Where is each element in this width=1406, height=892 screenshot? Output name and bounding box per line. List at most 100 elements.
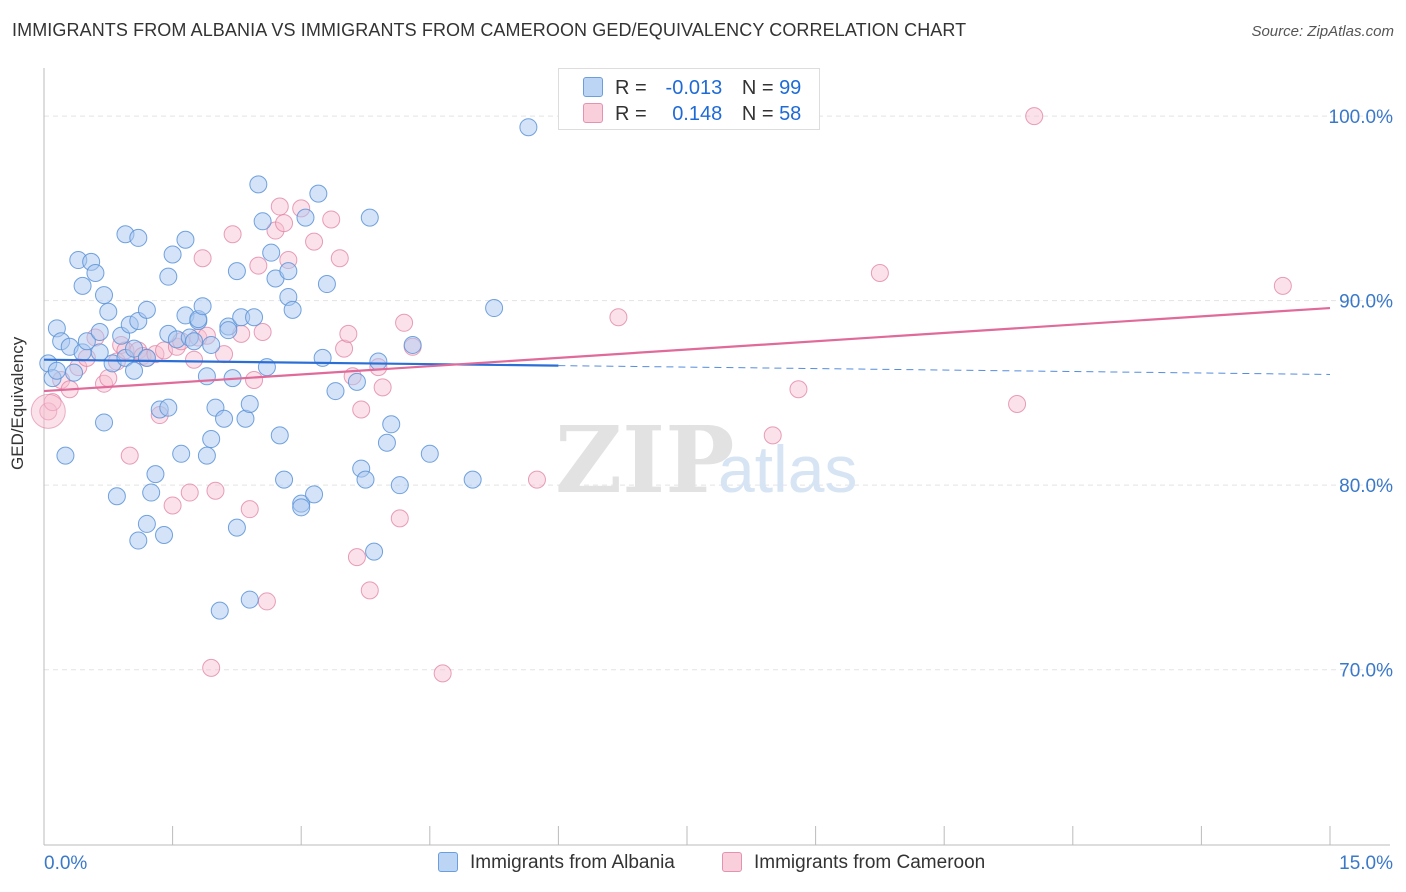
cameroon-point <box>305 232 324 251</box>
cameroon-point <box>185 350 204 369</box>
cameroon-swatch <box>583 103 603 123</box>
cameroon-points <box>30 107 1292 683</box>
cameroon-point <box>180 483 199 502</box>
legend-n-label: N = <box>741 77 774 99</box>
cameroon-point <box>870 263 889 282</box>
cameroon-point <box>373 378 392 397</box>
cameroon-point <box>1008 394 1027 413</box>
albania-point <box>219 321 238 340</box>
albania-point <box>129 531 148 550</box>
cameroon-n-value: 58 <box>779 103 802 125</box>
y-tick-label: 100.0% <box>1329 107 1394 128</box>
cameroon-r-value: 0.148 <box>672 103 723 125</box>
legend-row-cameroon: R = 0.148 N = 58 <box>583 103 801 125</box>
cameroon-point <box>330 249 349 268</box>
cameroon-point <box>352 400 371 419</box>
albania-point <box>240 590 259 609</box>
albania-point <box>137 348 156 367</box>
albania-point <box>202 335 221 354</box>
albania-point <box>125 361 144 380</box>
albania-point <box>197 367 216 386</box>
cameroon-point <box>527 470 546 489</box>
cameroon-point <box>249 256 268 275</box>
albania-point <box>403 335 422 354</box>
albania-point <box>463 470 482 489</box>
cameroon-point <box>202 658 221 677</box>
cameroon-point <box>206 481 225 500</box>
bottom-legend-albania: Immigrants from Albania <box>438 852 675 874</box>
albania-point <box>137 300 156 319</box>
albania-point <box>317 275 336 294</box>
x-tick-label: 15.0% <box>1339 853 1393 874</box>
bottom-legend-cameroon-label: Immigrants from Cameroon <box>754 852 986 873</box>
albania-point <box>129 228 148 247</box>
source-label: Source: ZipAtlas.com <box>1251 23 1394 40</box>
albania-point <box>245 308 264 327</box>
albania-point <box>95 286 114 305</box>
albania-point <box>347 372 366 391</box>
albania-point <box>270 426 289 445</box>
albania-point <box>377 433 396 452</box>
bottom-legend-albania-label: Immigrants from Albania <box>470 852 675 873</box>
albania-point <box>193 297 212 316</box>
albania-point <box>65 363 84 382</box>
albania-point <box>390 476 409 495</box>
albania-point <box>485 299 504 318</box>
gridlines <box>44 115 1390 671</box>
legend-n-label: N = <box>741 103 774 125</box>
albania-point <box>142 483 161 502</box>
cameroon-point <box>253 323 272 342</box>
cameroon-point <box>223 225 242 244</box>
watermark: ZIP atlas <box>555 406 857 514</box>
albania-point <box>240 394 259 413</box>
albania-point <box>125 339 144 358</box>
albania-point <box>73 276 92 295</box>
cameroon-swatch <box>722 852 742 872</box>
albania-point <box>90 323 109 342</box>
cameroon-point <box>763 426 782 445</box>
cameroon-point <box>322 210 341 229</box>
albania-trend-line <box>43 358 559 367</box>
albania-point <box>356 470 375 489</box>
albania-point <box>47 361 66 380</box>
albania-point <box>227 262 246 281</box>
albania-r-value: -0.013 <box>665 77 723 99</box>
albania-point <box>56 446 75 465</box>
albania-trend-extension <box>558 365 1331 375</box>
albania-point <box>275 470 294 489</box>
legend-r-label: R = <box>615 103 647 125</box>
cameroon-point <box>360 581 379 600</box>
albania-point <box>202 430 221 449</box>
cameroon-point <box>30 393 66 429</box>
albania-point <box>172 444 191 463</box>
cameroon-point <box>433 664 452 683</box>
y-tick-label: 70.0% <box>1339 661 1393 682</box>
albania-n-value: 99 <box>779 77 802 99</box>
albania-point <box>326 382 345 401</box>
cameroon-point <box>1273 276 1292 295</box>
cameroon-point <box>1025 107 1044 126</box>
cameroon-point <box>39 402 58 421</box>
y-tick-label: 80.0% <box>1339 476 1393 497</box>
legend-row-albania: R = -0.013 N = 99 <box>583 77 801 99</box>
cameroon-point <box>270 197 289 216</box>
albania-points <box>39 118 538 620</box>
x-tick-labels: 0.0% 15.0% <box>44 853 1393 874</box>
cameroon-point <box>120 446 139 465</box>
albania-point <box>360 208 379 227</box>
albania-point <box>292 498 311 517</box>
albania-point <box>176 230 195 249</box>
albania-point <box>382 415 401 434</box>
albania-point <box>253 212 272 231</box>
albania-point <box>146 465 165 484</box>
albania-point <box>296 208 315 227</box>
x-tick-label: 0.0% <box>44 853 87 874</box>
albania-point <box>215 409 234 428</box>
albania-point <box>262 243 281 262</box>
albania-point <box>95 413 114 432</box>
cameroon-trend-line <box>43 306 1331 393</box>
albania-swatch <box>438 852 458 872</box>
cameroon-point <box>245 371 264 389</box>
albania-point <box>519 118 538 137</box>
